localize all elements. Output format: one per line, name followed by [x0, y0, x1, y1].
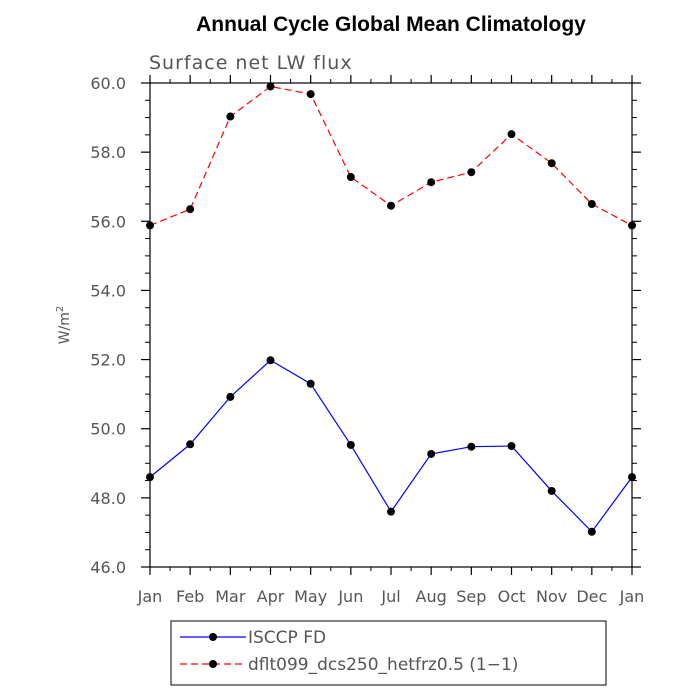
x-tick-label: Oct: [498, 587, 526, 606]
x-tick-label: Jun: [337, 587, 363, 606]
series-1-point: [266, 356, 275, 365]
y-tick-label: 56.0: [90, 212, 126, 231]
series-2-point: [467, 168, 476, 177]
series-1-point: [306, 379, 315, 388]
series-2-point: [266, 82, 275, 91]
series-1-point: [186, 440, 195, 449]
series-1-point: [547, 486, 556, 495]
plot-frame: [149, 82, 633, 568]
y-axis-label-base: W/m: [57, 312, 73, 344]
legend-label-1: ISCCP FD: [248, 628, 326, 648]
x-tick-label: Mar: [215, 587, 246, 606]
series-1-point: [427, 449, 436, 458]
series-2-point: [427, 178, 436, 187]
x-tick-label: May: [294, 587, 327, 606]
series-1-point: [346, 440, 355, 449]
series-2-point: [226, 112, 235, 121]
y-tick-label: 58.0: [90, 143, 126, 162]
series-1-point: [587, 527, 596, 536]
legend-box: [170, 620, 607, 686]
y-axis-label-superscript: 2: [55, 306, 66, 312]
series-2-point: [507, 130, 516, 139]
series-1-point: [467, 442, 476, 451]
series-2-point: [346, 173, 355, 182]
y-tick-label: 50.0: [90, 420, 126, 439]
y-tick-label: 48.0: [90, 489, 126, 508]
y-tick-label: 46.0: [90, 558, 126, 577]
series-1-point: [387, 507, 395, 516]
y-tick-label: 60.0: [90, 74, 126, 93]
y-axis-label: W/m2: [55, 306, 73, 345]
x-tick-label: Sep: [456, 587, 486, 606]
series-2-point: [387, 201, 395, 210]
x-tick-label: Feb: [176, 587, 204, 606]
x-tick-label: Apr: [257, 587, 285, 606]
x-tick-label: Nov: [536, 587, 567, 606]
chart-subtitle: Surface net LW flux: [149, 52, 353, 74]
series-1-point: [226, 392, 235, 401]
x-tick-label: Jul: [380, 587, 400, 606]
y-tick-label: 52.0: [90, 351, 126, 370]
series-2-point: [186, 205, 195, 214]
legend-marker-1: [209, 633, 217, 641]
chart-title: Annual Cycle Global Mean Climatology: [196, 13, 586, 36]
x-tick-label: Aug: [416, 587, 447, 606]
series-1-point: [507, 442, 516, 450]
legend-marker-2: [209, 660, 217, 668]
y-tick-label: 54.0: [90, 281, 126, 300]
x-tick-label: Jan: [137, 587, 163, 606]
series-line-1: [149, 359, 633, 533]
series-2-point: [547, 159, 556, 168]
x-tick-label: Dec: [576, 587, 607, 606]
legend-label-2: dflt099_dcs250_hetfrz0.5 (1−1): [248, 655, 518, 675]
series-2-point: [306, 90, 315, 99]
series-2-point: [587, 200, 596, 208]
x-tick-label: Jan: [619, 587, 645, 606]
